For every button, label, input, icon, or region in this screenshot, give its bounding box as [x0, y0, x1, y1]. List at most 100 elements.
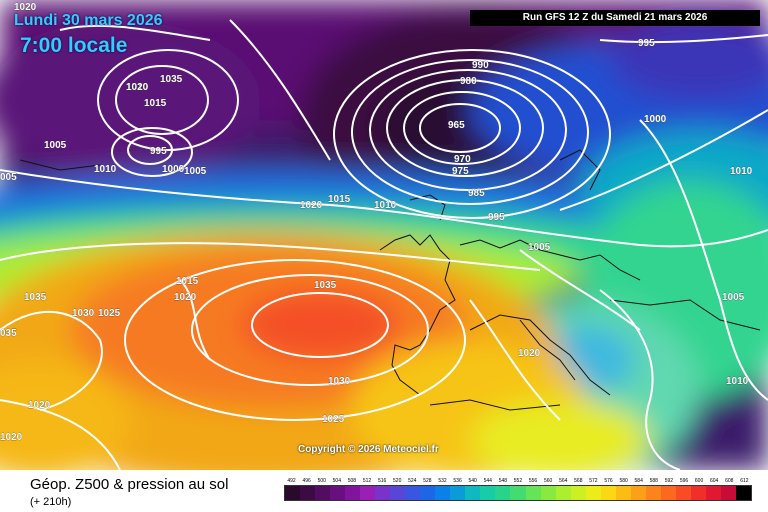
- isobar-label: 965: [448, 120, 465, 131]
- legend-value: 548: [498, 478, 508, 484]
- legend-value: 576: [604, 478, 613, 484]
- isobar-label: 1010: [730, 166, 753, 177]
- legend-value: 568: [574, 478, 583, 484]
- isobar-label: 1020: [14, 2, 37, 13]
- isobar-label: 1000: [162, 164, 185, 175]
- legend-swatch: [330, 486, 346, 500]
- legend-swatch: [690, 486, 706, 500]
- legend-value: 540: [468, 478, 477, 484]
- map-footer: Géop. Z500 & pression au sol (+ 210h) 49…: [0, 470, 768, 512]
- legend-value-labels: 492 496 500 504 508 512 516 520 524 528 532 536 540 5…: [284, 478, 752, 484]
- legend-value: 572: [589, 478, 598, 484]
- legend-swatch: [375, 486, 391, 500]
- map-area: 1020 1010 1035 1020 1015 1005 995 1000 1…: [0, 0, 768, 470]
- legend-value: 520: [393, 478, 402, 484]
- legend-value: 500: [317, 478, 326, 484]
- forecast-lead-time: (+ 210h): [30, 496, 72, 508]
- legend-value: 524: [408, 478, 417, 484]
- isobar-label: 1020: [0, 432, 23, 443]
- geopotential-map: 1020 1010 1035 1020 1015 1005 995 1000 1…: [0, 0, 768, 470]
- isobar-label: 1020: [518, 348, 541, 359]
- legend-swatch: [570, 486, 586, 500]
- legend-value: 544: [483, 478, 492, 484]
- isobar-label: 1010: [126, 82, 149, 93]
- isobar-label: 1015: [144, 98, 167, 109]
- legend-swatch: [465, 486, 481, 500]
- isobar-label: 1010: [374, 200, 397, 211]
- legend-swatch: [645, 486, 661, 500]
- isobar-label: 1005: [44, 140, 67, 151]
- legend-swatch: [420, 486, 436, 500]
- legend-swatch: [735, 486, 751, 500]
- legend-value: 556: [528, 478, 538, 484]
- isobar-label: 990: [472, 60, 489, 71]
- legend-value: 552: [513, 478, 523, 484]
- isobar-label: 980: [460, 76, 477, 87]
- isobar-label: 995: [638, 38, 655, 49]
- legend-swatch: [360, 486, 376, 500]
- legend-swatch: [390, 486, 406, 500]
- legend-swatch: [315, 486, 331, 500]
- legend-swatch: [540, 486, 556, 500]
- legend-value: 600: [694, 478, 704, 484]
- isobar-label: 1010: [726, 376, 749, 387]
- isobars: [0, 19, 768, 470]
- isobar-label: 1005: [184, 166, 207, 177]
- forecast-local-time: 7:00 locale: [20, 34, 128, 57]
- legend-swatch: [525, 486, 541, 500]
- legend-value: 496: [302, 478, 311, 484]
- legend-swatch: [405, 486, 421, 500]
- isobar-label: 1035: [160, 74, 183, 85]
- isobar-label: 1015: [328, 194, 351, 205]
- legend-value: 604: [710, 478, 719, 484]
- legend-swatch: [285, 486, 301, 500]
- legend-swatch: [720, 486, 736, 500]
- legend-swatch: [555, 486, 571, 500]
- isobar-label: 1020: [300, 200, 323, 211]
- legend-value: 536: [453, 478, 462, 484]
- forecast-date: Lundi 30 mars 2026: [14, 12, 163, 29]
- legend-value: 584: [634, 478, 643, 484]
- legend-swatch: [300, 486, 316, 500]
- legend-value: 492: [287, 478, 296, 484]
- isobar-label: 995: [150, 146, 167, 157]
- legend-swatch: [585, 486, 601, 500]
- copyright-notice: Copyright © 2026 Meteociel.fr: [298, 444, 439, 455]
- legend-swatch: [675, 486, 691, 500]
- legend-swatch: [495, 486, 511, 500]
- legend-value: 588: [649, 478, 658, 484]
- isobar-label: 985: [468, 188, 485, 199]
- legend-value: 512: [362, 478, 372, 484]
- legend-swatch: [345, 486, 361, 500]
- isobar-label: 1020: [126, 82, 149, 93]
- legend-value: 560: [543, 478, 553, 484]
- isobar-label: 1025: [98, 308, 121, 319]
- legend-swatch: [510, 486, 526, 500]
- isobar-label: 1010: [94, 164, 117, 175]
- map-caption: Géop. Z500 & pression au sol: [30, 476, 229, 493]
- legend-value: 564: [559, 478, 568, 484]
- isobar-label: 1035: [314, 280, 337, 291]
- isobar-label: 1035: [24, 292, 47, 303]
- legend-swatch: [615, 486, 631, 500]
- isobar-label: 975: [452, 166, 469, 177]
- isobar-label: 1030: [328, 376, 351, 387]
- legend-swatch: [630, 486, 646, 500]
- legend-swatch: [600, 486, 616, 500]
- isobar-label: 005: [0, 172, 17, 183]
- coastlines: [19, 149, 761, 411]
- isobar-label: 1000: [644, 114, 667, 125]
- isobar-label: 1025: [322, 414, 345, 425]
- legend-value: 504: [332, 478, 341, 484]
- z500-field: [0, 0, 768, 470]
- legend-value: 608: [725, 478, 734, 484]
- legend-swatch: [660, 486, 676, 500]
- isobar-label: 035: [0, 328, 17, 339]
- legend-swatch: [435, 486, 451, 500]
- isobar-label: 1015: [176, 276, 199, 287]
- legend-value: 592: [664, 478, 674, 484]
- legend-value: 580: [619, 478, 628, 484]
- model-run-label: Run GFS 12 Z du Samedi 21 mars 2026: [470, 10, 760, 26]
- isobar-label: 1020: [174, 292, 197, 303]
- isobar-label: 1005: [722, 292, 745, 303]
